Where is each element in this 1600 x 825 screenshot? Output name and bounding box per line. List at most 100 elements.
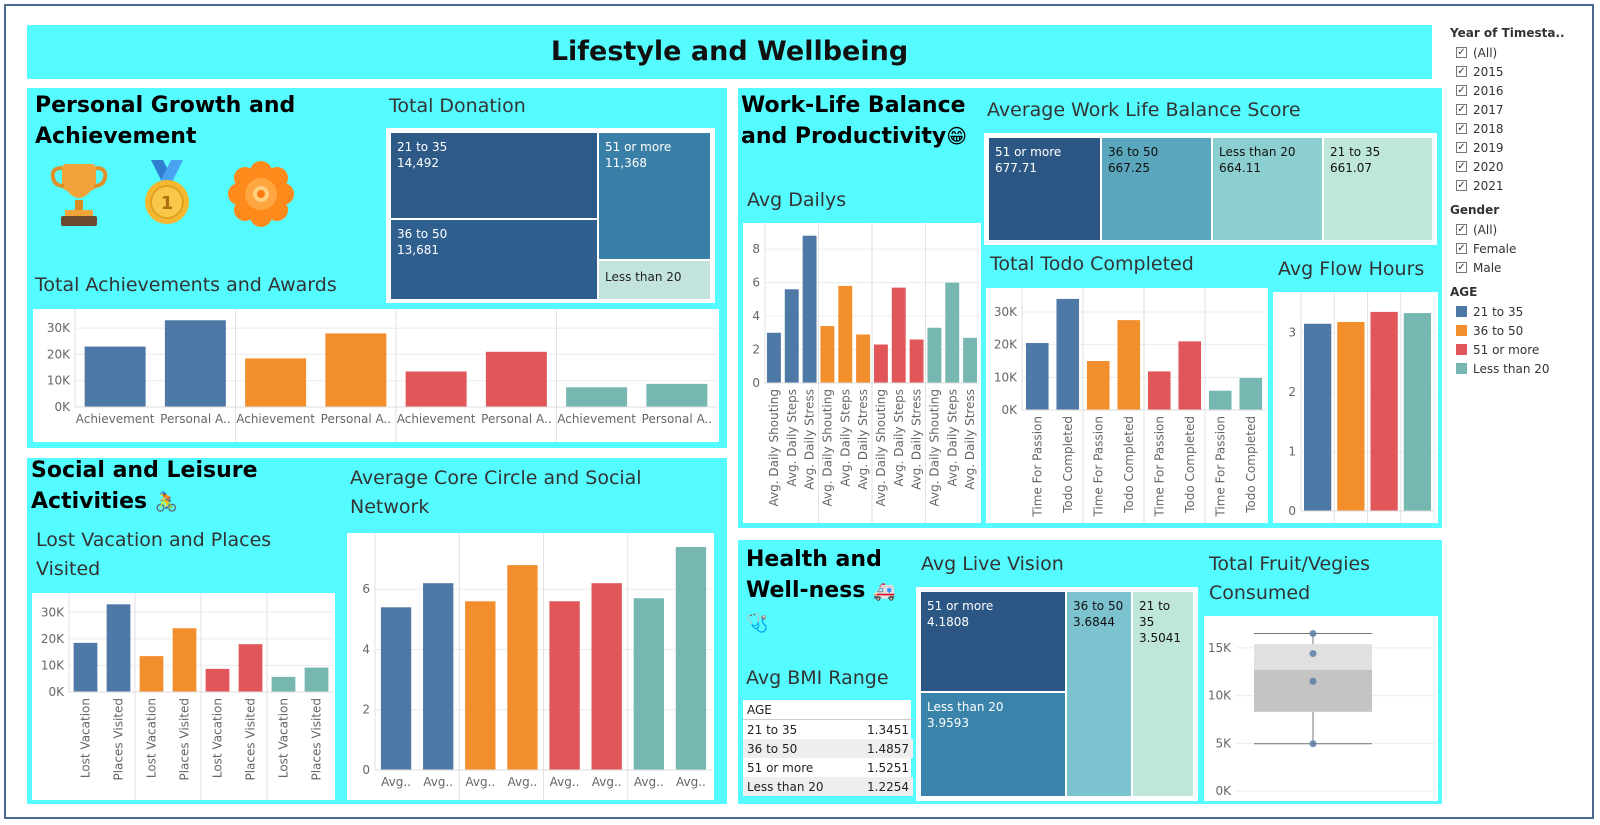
checkbox-icon[interactable]: ✓ bbox=[1456, 84, 1467, 96]
core-circle-title: Average Core Circle and Social Network bbox=[350, 467, 642, 518]
tick-label: 30K bbox=[994, 305, 1018, 319]
age-legend-item[interactable]: 36 to 50 bbox=[1456, 321, 1595, 340]
cyclist-icon: 🚴 bbox=[154, 491, 179, 513]
data-point bbox=[1309, 740, 1317, 748]
tick-label: 0K bbox=[1215, 784, 1232, 798]
bar bbox=[1178, 341, 1202, 410]
year-filter-title: Year of Timesta.. bbox=[1450, 26, 1565, 40]
year-option[interactable]: ✓ 2018 bbox=[1456, 119, 1595, 138]
year-label: 2015 bbox=[1473, 64, 1504, 79]
year-option[interactable]: ✓ (All) bbox=[1456, 43, 1595, 62]
gender-label: Male bbox=[1473, 260, 1502, 275]
category-label: Lost Vacation bbox=[145, 698, 159, 778]
achievements-chart-box: 30K 20K 10K 0K Achievement Personal A.. Achiev… bbox=[33, 309, 719, 442]
tick-label: 10K bbox=[1208, 689, 1232, 703]
checkbox-icon[interactable]: ✓ bbox=[1456, 179, 1467, 191]
bar bbox=[485, 351, 547, 407]
tick-label: 0K bbox=[1001, 403, 1018, 417]
year-option[interactable]: ✓ 2017 bbox=[1456, 100, 1595, 119]
bar bbox=[566, 387, 628, 407]
treemap-cell: Less than 20 3.9593 bbox=[920, 692, 1066, 797]
data-point bbox=[1309, 630, 1317, 638]
medal-icon: 1 bbox=[145, 160, 189, 224]
year-option[interactable]: ✓ 2019 bbox=[1456, 138, 1595, 157]
bar bbox=[549, 601, 580, 770]
category-label: Avg. Daily Stress bbox=[910, 389, 924, 490]
work-life-panel: Work-Life Balance and Productivity😁 Aver… bbox=[738, 88, 1442, 528]
bar bbox=[238, 644, 263, 692]
age-legend-item[interactable]: Less than 20 bbox=[1456, 359, 1595, 378]
treemap-cell: 21 to 35 3.5041 bbox=[1132, 591, 1194, 797]
checkbox-icon[interactable]: ✓ bbox=[1456, 242, 1467, 254]
vacation-chart-box: 30K 20K 10K 0K Lost Vacation Places Visited Lo… bbox=[32, 593, 335, 800]
achievements-title: Total Achievements and Awards bbox=[35, 274, 337, 296]
fruit-title: Total Fruit/Vegies Consumed bbox=[1209, 553, 1371, 604]
bar bbox=[802, 235, 817, 383]
year-option[interactable]: ✓ 2020 bbox=[1456, 157, 1595, 176]
category-label: Time For Passion bbox=[1091, 416, 1105, 518]
bar bbox=[945, 282, 960, 383]
vision-title: Avg Live Vision bbox=[921, 553, 1064, 575]
category-label: Avg. Daily Shouting bbox=[767, 389, 781, 506]
year-label: 2018 bbox=[1473, 121, 1504, 136]
bmi-header: AGE bbox=[747, 702, 772, 717]
tick-label: 0 bbox=[752, 376, 760, 390]
category-label: Achievement bbox=[236, 412, 315, 426]
box-lower bbox=[1254, 669, 1372, 712]
checkbox-icon[interactable]: ✓ bbox=[1456, 160, 1467, 172]
checkbox-icon[interactable]: ✓ bbox=[1456, 141, 1467, 153]
bar bbox=[73, 642, 98, 692]
checkbox-icon[interactable]: ✓ bbox=[1456, 46, 1467, 58]
category-label: Personal A.. bbox=[160, 412, 230, 426]
bar bbox=[172, 628, 197, 692]
tick-label: 20K bbox=[47, 347, 71, 361]
bar bbox=[927, 327, 942, 383]
bar bbox=[838, 285, 853, 383]
treemap-cell: 51 or more 677.71 bbox=[988, 137, 1101, 241]
checkbox-icon[interactable]: ✓ bbox=[1456, 122, 1467, 134]
wlb-treemap: 51 or more 677.71 36 to 50 667.25 Less tha… bbox=[984, 133, 1437, 245]
data-point bbox=[1309, 650, 1317, 658]
checkbox-icon[interactable]: ✓ bbox=[1456, 65, 1467, 77]
checkbox-icon[interactable]: ✓ bbox=[1456, 223, 1467, 235]
vacation-chart: 30K 20K 10K 0K Lost Vacation Places Visited Lo… bbox=[41, 593, 333, 800]
tick-label: 8 bbox=[752, 242, 760, 256]
category-label: Avg. Daily Steps bbox=[945, 389, 959, 487]
gender-option[interactable]: ✓ Male bbox=[1456, 258, 1595, 277]
tick-label: 5K bbox=[1215, 736, 1232, 750]
tick-label: 4 bbox=[752, 309, 760, 323]
bar bbox=[963, 337, 978, 383]
title-panel: Lifestyle and Wellbeing bbox=[27, 25, 1432, 79]
bar bbox=[465, 601, 496, 770]
gender-option[interactable]: ✓ Female bbox=[1456, 239, 1595, 258]
gender-option[interactable]: ✓ (All) bbox=[1456, 220, 1595, 239]
category-label: Avg.. bbox=[423, 775, 453, 789]
bar bbox=[271, 676, 296, 692]
category-label: Avg.. bbox=[676, 775, 706, 789]
table-row: 21 to 35 1.3451 bbox=[747, 722, 909, 737]
gender-label: (All) bbox=[1473, 222, 1498, 237]
vision-treemap: 51 or more 4.1808 Less than 20 3.9593 36 t… bbox=[916, 587, 1198, 801]
bar bbox=[1086, 360, 1110, 410]
todo-chart-box: 30K 20K 10K 0K Time For Passion Todo Complete… bbox=[986, 288, 1268, 523]
year-option[interactable]: ✓ 2021 bbox=[1456, 176, 1595, 195]
category-label: Time For Passion bbox=[1152, 416, 1166, 518]
tick-label: 10K bbox=[994, 370, 1018, 384]
year-label: 2017 bbox=[1473, 102, 1504, 117]
age-legend-item[interactable]: 51 or more bbox=[1456, 340, 1595, 359]
bar bbox=[1117, 320, 1141, 410]
bar bbox=[633, 598, 664, 770]
age-label: 36 to 50 bbox=[1473, 323, 1524, 338]
year-option[interactable]: ✓ 2016 bbox=[1456, 81, 1595, 100]
bar bbox=[423, 583, 454, 770]
checkbox-icon[interactable]: ✓ bbox=[1456, 261, 1467, 273]
category-label: Avg.. bbox=[550, 775, 580, 789]
year-option[interactable]: ✓ 2015 bbox=[1456, 62, 1595, 81]
age-label: 21 to 35 bbox=[1473, 304, 1524, 319]
tick-label: 10K bbox=[41, 658, 65, 672]
age-legend-item[interactable]: 21 to 35 bbox=[1456, 302, 1595, 321]
checkbox-icon[interactable]: ✓ bbox=[1456, 103, 1467, 115]
age-label: 51 or more bbox=[1473, 342, 1540, 357]
category-label: Places Visited bbox=[178, 698, 192, 781]
flow-title: Avg Flow Hours bbox=[1278, 258, 1425, 280]
